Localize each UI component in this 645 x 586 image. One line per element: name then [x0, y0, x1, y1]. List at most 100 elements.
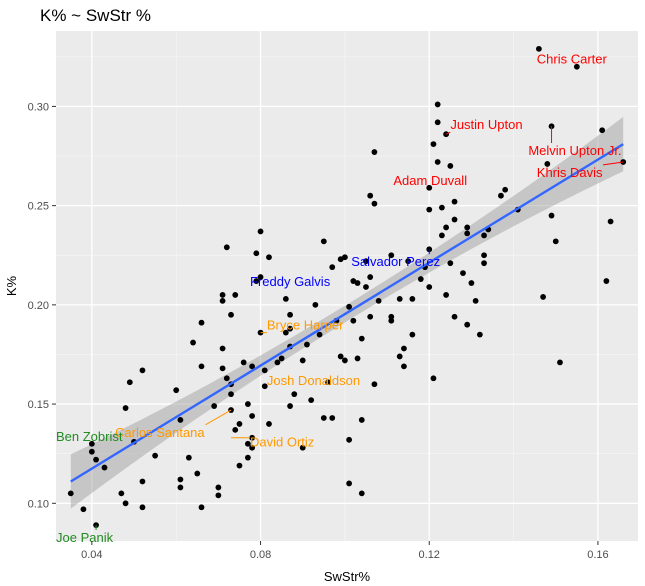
data-point [388, 313, 395, 320]
data-point [451, 313, 458, 320]
data-point [409, 295, 416, 302]
data-point [363, 284, 369, 290]
data-point [232, 292, 239, 298]
data-point [548, 212, 555, 219]
data-point [358, 490, 365, 497]
data-point [211, 403, 218, 409]
data-point [460, 270, 466, 277]
x-tick-label: 0.08 [250, 549, 271, 561]
data-point [354, 355, 361, 362]
x-axis-ticks: 0.04 0.08 0.12 0.16 [81, 541, 609, 561]
data-point [426, 184, 433, 191]
data-point [261, 367, 268, 374]
data-point [358, 335, 365, 342]
data-point [481, 232, 487, 239]
data-point [337, 353, 344, 360]
trend-line [70, 143, 624, 483]
major-gridlines [56, 31, 638, 541]
plot-panel [56, 31, 638, 541]
data-point [139, 367, 146, 374]
data-point [228, 391, 234, 398]
annotation-label: Melvin Upton Jr. [528, 143, 621, 158]
data-point [388, 252, 395, 259]
data-point [388, 317, 395, 324]
data-point [350, 317, 357, 324]
data-point [451, 216, 458, 223]
data-point [122, 405, 129, 411]
data-point [249, 434, 256, 441]
annotation-label: Josh Donaldson [267, 373, 360, 388]
annotation-label: Ben Zobrist [56, 429, 123, 444]
data-point [249, 413, 256, 419]
data-point [443, 224, 450, 231]
data-point [346, 303, 353, 310]
data-point [274, 359, 281, 366]
data-point [253, 250, 260, 257]
annotation-label: Adam Duvall [393, 173, 467, 188]
data-point [451, 198, 458, 205]
data-point [502, 186, 509, 193]
data-point [464, 224, 471, 231]
x-axis-title: SwStr% [324, 569, 371, 584]
data-point [320, 415, 327, 421]
data-point [434, 101, 441, 108]
annotation-label: Chris Carter [537, 52, 608, 67]
annotation-label: Carlos Santana [115, 425, 205, 440]
data-point [215, 484, 222, 491]
annotation-leader [205, 409, 232, 426]
data-point [434, 119, 441, 126]
data-point [354, 280, 361, 286]
data-point [244, 440, 251, 447]
annotation-label: David Ortiz [250, 435, 314, 450]
data-point [88, 448, 95, 455]
data-point [426, 284, 433, 290]
y-axis-ticks: 0.10 0.15 0.20 0.25 0.30 [28, 101, 56, 510]
y-tick-label: 0.10 [28, 498, 49, 510]
data-point [320, 238, 327, 245]
data-point [464, 230, 471, 237]
data-point [232, 426, 239, 433]
data-point [244, 454, 251, 461]
data-point [282, 329, 289, 336]
data-point [599, 127, 606, 134]
data-points [67, 45, 627, 529]
data-point [557, 359, 563, 366]
data-point [266, 421, 272, 427]
annotation-label: Salvador Perez [351, 254, 440, 269]
data-point [228, 311, 234, 318]
data-point [464, 321, 471, 328]
data-point [173, 387, 180, 394]
data-point [312, 301, 319, 308]
data-point [371, 381, 378, 388]
data-point [371, 149, 378, 155]
data-point [282, 295, 289, 302]
data-point [434, 159, 441, 165]
data-point [257, 274, 264, 280]
data-point [498, 192, 504, 199]
data-point [244, 401, 251, 407]
data-point [401, 363, 407, 370]
data-point [236, 462, 243, 469]
data-point [308, 397, 315, 404]
data-point [603, 278, 610, 284]
data-point [329, 264, 336, 271]
annotation-label: Freddy Galvis [250, 274, 331, 289]
data-point [341, 357, 348, 364]
data-point [67, 490, 74, 497]
data-point [552, 238, 559, 245]
data-point [194, 470, 201, 477]
data-point [198, 319, 205, 326]
data-point [544, 161, 551, 167]
chart-title: K% ~ SwStr % [40, 6, 151, 25]
data-point [438, 204, 445, 211]
data-point [426, 206, 433, 213]
data-point [447, 163, 454, 169]
data-point [299, 357, 306, 364]
data-point [139, 478, 146, 485]
data-point [573, 63, 580, 70]
data-point [249, 363, 256, 370]
data-point [177, 476, 184, 483]
data-point [139, 504, 146, 511]
data-point [190, 339, 196, 346]
